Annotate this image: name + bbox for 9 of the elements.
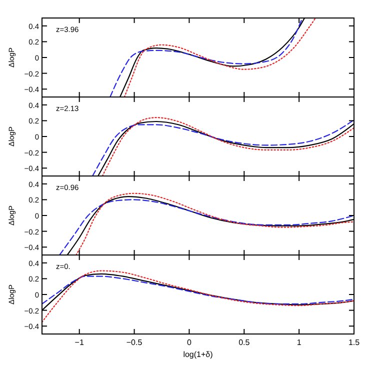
x-tick-label: −1 [74,338,84,347]
line-series [42,276,354,305]
line-series [42,270,354,323]
x-tick-label: −0.5 [126,338,143,347]
x-tick-label: 0.5 [238,338,250,347]
x-tick-label: 0 [186,338,192,347]
x-tick-label: 1 [296,338,302,347]
x-axis-title: log(1+δ) [183,350,214,359]
x-tick-label: 1.5 [348,338,360,347]
